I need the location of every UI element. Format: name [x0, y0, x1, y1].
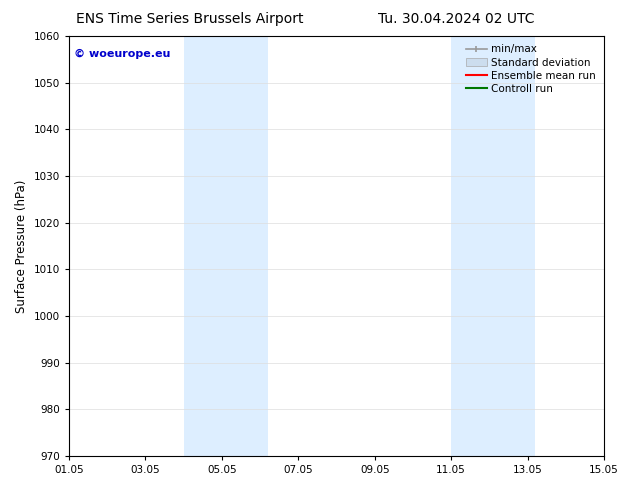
Legend: min/max, Standard deviation, Ensemble mean run, Controll run: min/max, Standard deviation, Ensemble me…	[463, 41, 599, 97]
Y-axis label: Surface Pressure (hPa): Surface Pressure (hPa)	[15, 179, 28, 313]
Text: ENS Time Series Brussels Airport: ENS Time Series Brussels Airport	[77, 12, 304, 26]
Bar	[183, 36, 268, 456]
Bar	[451, 36, 535, 456]
Text: © woeurope.eu: © woeurope.eu	[74, 49, 171, 59]
Text: Tu. 30.04.2024 02 UTC: Tu. 30.04.2024 02 UTC	[378, 12, 534, 26]
